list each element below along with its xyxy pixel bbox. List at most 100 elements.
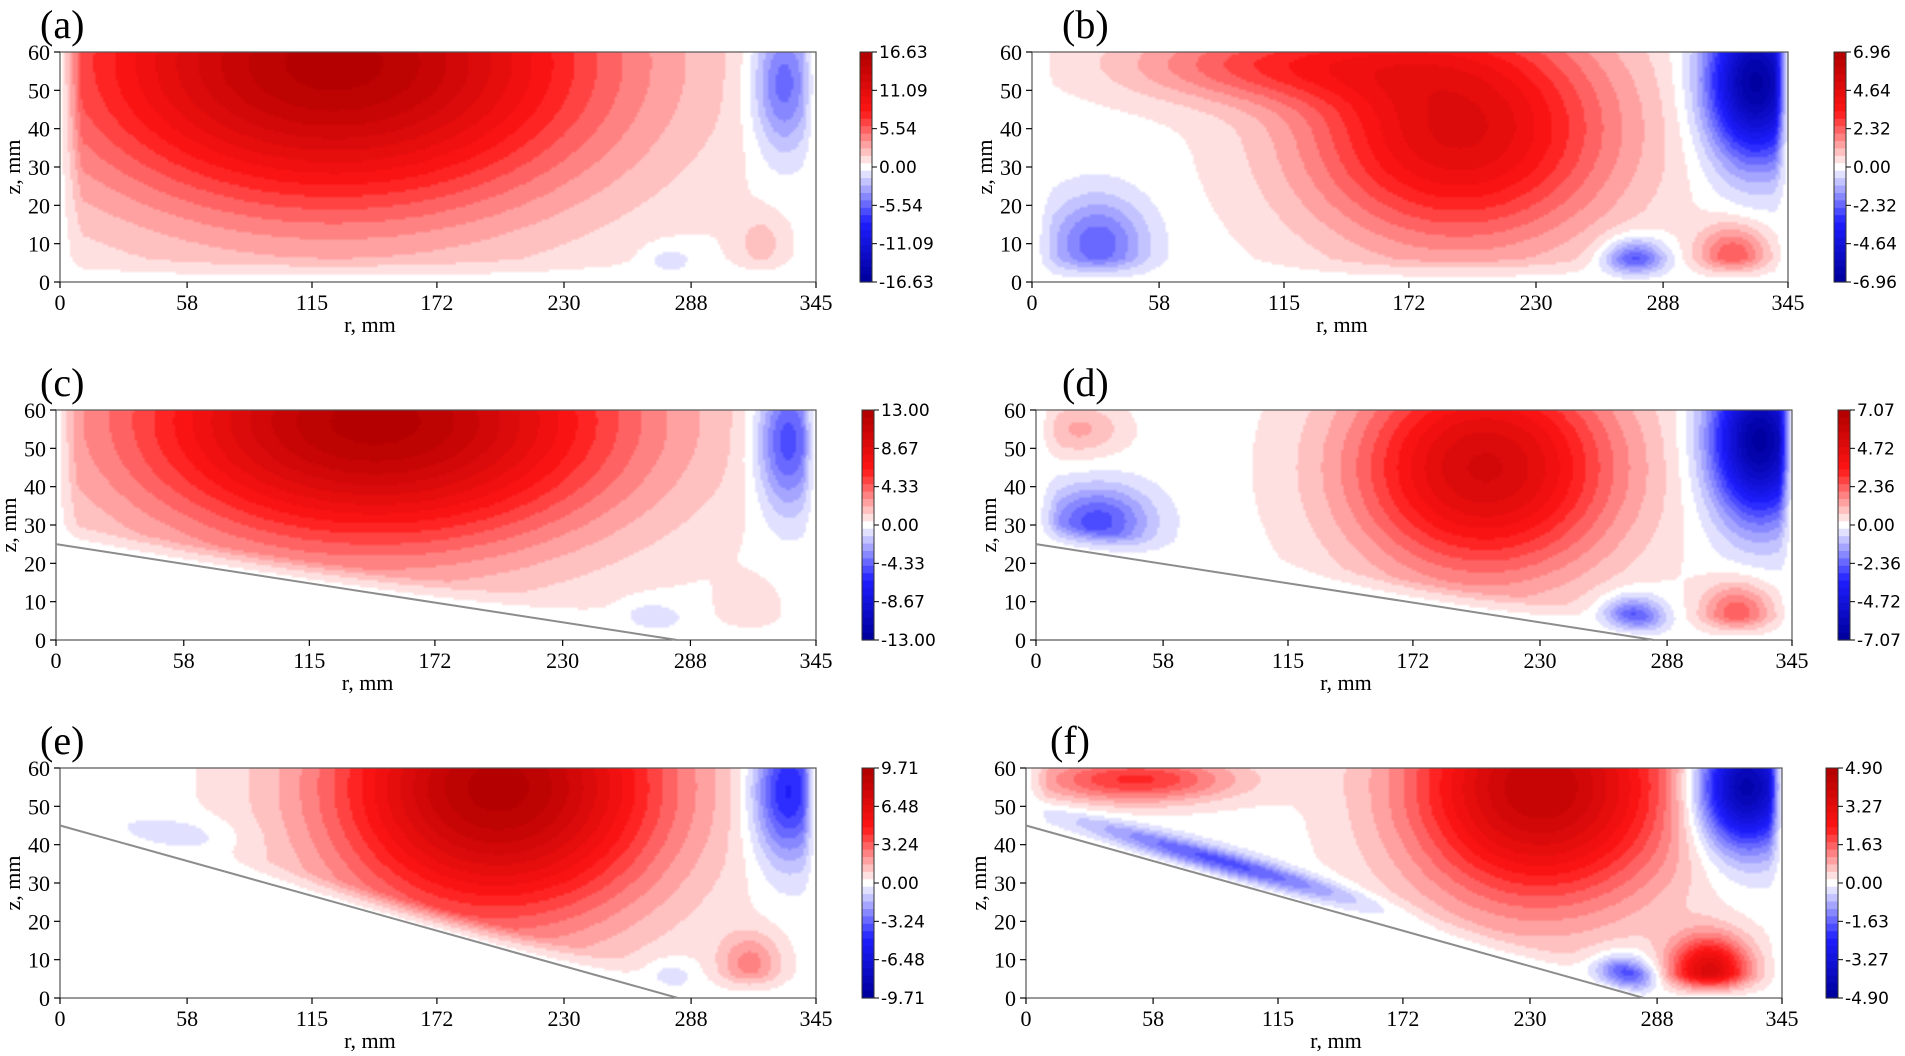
colorbar-tick-label: 3.27 (1845, 797, 1883, 817)
colorbar-step (1826, 894, 1838, 903)
y-tick-label: 50 (28, 794, 50, 819)
colorbar-step (1826, 968, 1838, 977)
y-tick-label: 0 (35, 628, 46, 653)
colorbar-tick-label: 6.48 (881, 797, 919, 817)
x-tick-label: 288 (675, 290, 708, 315)
x-tick-label: 345 (1766, 1006, 1799, 1031)
x-tick-label: 58 (176, 290, 198, 315)
colorbar-step (1838, 417, 1850, 426)
colorbar-tick-label: 9.71 (881, 759, 919, 779)
colorbar-tick-label: 3.24 (881, 836, 919, 856)
y-tick-label: 40 (1000, 117, 1022, 142)
y-tick-label: 30 (1000, 155, 1022, 180)
x-tick-label: 345 (1776, 648, 1809, 673)
colorbar-step (860, 66, 872, 75)
y-tick-label: 60 (1000, 40, 1022, 65)
colorbar-step (862, 558, 874, 567)
colorbar-step (862, 812, 874, 821)
colorbar-step (860, 207, 872, 216)
colorbar-tick-label: 13.00 (881, 401, 930, 421)
x-tick-label: 0 (55, 1006, 66, 1031)
colorbar-step (862, 782, 874, 791)
colorbar-step (1834, 207, 1846, 216)
colorbar-tick-label: -11.09 (879, 235, 934, 255)
x-tick-label: 115 (1272, 648, 1304, 673)
colorbar-tick-label: 4.64 (1853, 81, 1891, 101)
colorbar-step (1834, 52, 1846, 61)
colorbar-tick-label: 16.63 (879, 43, 928, 63)
colorbar-step (862, 484, 874, 493)
contour-field (1026, 768, 1782, 998)
colorbar-step (1826, 916, 1838, 925)
x-axis-label: r, mm (344, 312, 396, 337)
panel-a: 0 58 115 172 230 288 345 0 10 20 30 40 50 60 r, mm z, m… (0, 2, 934, 337)
contour-field (1032, 52, 1788, 282)
colorbar-step (1834, 74, 1846, 83)
colorbar-tick-label: -8.67 (881, 593, 925, 613)
colorbar-step (860, 237, 872, 246)
colorbar-step (860, 267, 872, 276)
colorbar-step (862, 775, 874, 784)
y-tick-label: 50 (24, 436, 46, 461)
colorbar-step (1826, 768, 1838, 777)
bottom-boundary-line (59, 824, 679, 999)
colorbar-step (1826, 938, 1838, 947)
colorbar-step (862, 975, 874, 984)
colorbar-step (1826, 834, 1838, 843)
colorbar-step (862, 521, 874, 530)
colorbar-step (1834, 178, 1846, 187)
colorbar-step (1838, 528, 1850, 537)
colorbar-tick-label: 0.00 (881, 874, 919, 894)
colorbar-step (1826, 857, 1838, 866)
x-tick-label: 230 (1524, 648, 1557, 673)
x-tick-label: 345 (800, 290, 833, 315)
colorbar-step (1838, 506, 1850, 515)
bottom-boundary-line (1035, 543, 1655, 641)
y-axis-label: z, mm (976, 498, 1001, 553)
colorbar-step (1838, 476, 1850, 485)
colorbar-step (1838, 558, 1850, 567)
y-tick-label: 20 (1004, 551, 1026, 576)
colorbar-step (1838, 410, 1850, 419)
colorbar-step (1834, 96, 1846, 105)
colorbar-step (862, 879, 874, 888)
panel-f: 0 58 115 172 230 288 345 0 10 20 30 40 50 60 r, mm z, m… (966, 718, 1889, 1053)
panel-label: (d) (1062, 360, 1109, 405)
colorbar-step (860, 52, 872, 61)
x-tick-label: 0 (1031, 648, 1042, 673)
colorbar-step (860, 215, 872, 224)
colorbar-step (1834, 118, 1846, 127)
x-tick-label: 58 (176, 1006, 198, 1031)
colorbar-step (862, 439, 874, 448)
colorbar-step (1826, 983, 1838, 992)
colorbar-step (862, 864, 874, 873)
colorbar-tick-label: 2.32 (1853, 120, 1891, 140)
colorbar-tick-label: -9.71 (881, 989, 925, 1009)
colorbar-step (862, 960, 874, 969)
colorbar-step (1834, 215, 1846, 224)
colorbar-step (862, 842, 874, 851)
y-axis-label: z, mm (0, 140, 25, 195)
panel-d: 0 58 115 172 230 288 345 0 10 20 30 40 50 60 r, mm z, m… (976, 360, 1901, 695)
y-tick-label: 20 (28, 193, 50, 218)
colorbar-step (862, 968, 874, 977)
y-tick-label: 50 (994, 794, 1016, 819)
colorbar-step (1826, 812, 1838, 821)
colorbar-tick-label: -5.54 (879, 196, 923, 216)
colorbar: 13.00 8.67 4.33 0.00 -4.33 -8.67 -13.00 (861, 401, 936, 651)
colorbar-step (862, 834, 874, 843)
colorbar-step (1838, 617, 1850, 626)
colorbar-step (862, 805, 874, 814)
colorbar-step (1826, 827, 1838, 836)
colorbar-step (1838, 439, 1850, 448)
colorbar-step (862, 871, 874, 880)
colorbar-step (862, 983, 874, 992)
colorbar-step (860, 118, 872, 127)
colorbar-step (862, 417, 874, 426)
colorbar-step (860, 244, 872, 253)
colorbar-step (1834, 244, 1846, 253)
colorbar-step (1826, 901, 1838, 910)
contour-field (60, 768, 816, 998)
colorbar-step (1834, 252, 1846, 261)
